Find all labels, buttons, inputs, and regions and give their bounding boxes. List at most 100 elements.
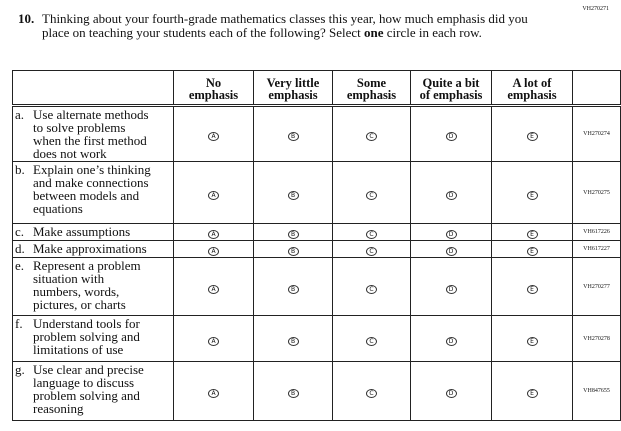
answer-bubble[interactable]: D (445, 389, 457, 398)
row-text-line: and make connections (33, 175, 149, 190)
response-table: No emphasis Very little emphasis Some emphasi… (12, 70, 621, 421)
row-text-line: numbers, words, (33, 284, 120, 299)
option-cell: E (491, 361, 573, 421)
answer-bubble[interactable]: C (366, 389, 377, 398)
row-label: e. Represent a problem situation with numbe… (12, 257, 174, 316)
row: f. Understand tools for problem solving an… (12, 315, 621, 362)
row-text-line: Make assumptions (33, 224, 131, 239)
row-text-line: problem solving and (33, 388, 140, 403)
row: b. Explain one’s thinking and make connect… (12, 161, 621, 224)
answer-bubble[interactable]: A (208, 190, 219, 200)
answer-bubble[interactable]: D (445, 132, 457, 141)
option-cell: B (253, 161, 333, 224)
answer-bubble[interactable]: E (526, 132, 538, 141)
option-cell: E (491, 315, 573, 362)
row-text-line: Use clear and precise (33, 362, 144, 377)
option-cell: C (332, 161, 411, 224)
row-text-line: Use alternate methods (33, 107, 149, 122)
row-id: VH270274 (572, 105, 621, 162)
answer-bubble[interactable]: D (445, 284, 457, 294)
answer-bubble[interactable]: C (366, 132, 377, 141)
answer-bubble[interactable]: E (526, 190, 538, 200)
row-letter: g. (15, 362, 25, 377)
row-label: d. Make approximations (12, 240, 174, 258)
option-cell: B (253, 105, 333, 162)
option-cell: A (173, 240, 254, 258)
answer-bubble[interactable]: D (445, 230, 457, 239)
answer-bubble[interactable]: A (208, 230, 219, 239)
row-text-line: when the first method (33, 133, 147, 148)
text: circle in each row. (383, 25, 482, 40)
option-cell: B (253, 361, 333, 421)
answer-bubble[interactable]: C (366, 190, 377, 200)
row-text-line: Understand tools for (33, 316, 140, 331)
option-cell: A (173, 161, 254, 224)
answer-bubble[interactable]: B (287, 389, 299, 398)
answer-bubble[interactable]: B (287, 190, 299, 200)
option-cell: A (173, 257, 254, 316)
row-letter: e. (15, 258, 25, 273)
header-line: Quite a bit (422, 76, 480, 90)
answer-bubble[interactable]: D (445, 336, 457, 346)
answer-bubble[interactable]: A (208, 247, 219, 256)
answer-bubble[interactable]: E (526, 247, 538, 256)
question-id: VH270271 (582, 6, 609, 12)
option-cell: D (410, 240, 492, 258)
answer-bubble[interactable]: A (208, 132, 219, 141)
answer-bubble[interactable]: C (366, 230, 377, 239)
column-header: Quite a bit of emphasis (410, 70, 492, 106)
row-letter: c. (15, 224, 25, 239)
option-cell: C (332, 240, 411, 258)
answer-bubble[interactable]: C (366, 284, 377, 294)
row-id: VH617227 (572, 240, 621, 258)
option-cell: A (173, 361, 254, 421)
row-text-line: Explain one’s thinking (33, 162, 151, 177)
header-line: emphasis (268, 88, 318, 102)
header-line: No (205, 76, 222, 90)
answer-bubble[interactable]: B (287, 230, 299, 239)
answer-bubble[interactable]: D (445, 247, 457, 256)
row-letter: b. (15, 162, 25, 177)
row-text-line: limitations of use (33, 342, 124, 357)
option-cell: E (491, 105, 573, 162)
row: c. Make assumptions A B C D E VH617226 (12, 223, 621, 241)
row-text-line: Represent a problem (33, 258, 141, 273)
row-text: Make approximations (33, 242, 147, 255)
header-blank (572, 70, 621, 106)
row-text-line: equations (33, 201, 83, 216)
option-cell: C (332, 105, 411, 162)
row-text-line: situation with (33, 271, 105, 286)
row-text-line: does not work (33, 146, 107, 161)
row-label: b. Explain one’s thinking and make connect… (12, 161, 174, 224)
column-header: Very little emphasis (253, 70, 333, 106)
row-text-line: problem solving and (33, 329, 140, 344)
row: a. Use alternate methods to solve problems… (12, 105, 621, 162)
row-id: VH847655 (572, 361, 621, 421)
answer-bubble[interactable]: E (526, 230, 538, 239)
row-text: Understand tools for problem solving and l… (33, 317, 140, 356)
answer-bubble[interactable]: D (445, 190, 457, 200)
column-header: Some emphasis (332, 70, 411, 106)
option-cell: E (491, 240, 573, 258)
option-cell: A (173, 105, 254, 162)
row-text: Represent a problem situation with numbers… (33, 259, 141, 311)
option-cell: D (410, 223, 492, 241)
answer-bubble[interactable]: C (366, 336, 377, 346)
answer-bubble[interactable]: B (287, 284, 299, 294)
answer-bubble[interactable]: A (208, 336, 219, 346)
row-label: g. Use clear and precise language to discu… (12, 361, 174, 421)
option-cell: E (491, 257, 573, 316)
answer-bubble[interactable]: A (208, 284, 219, 294)
option-cell: D (410, 315, 492, 362)
option-cell: C (332, 315, 411, 362)
row-label: c. Make assumptions (12, 223, 174, 241)
answer-bubble[interactable]: A (208, 389, 219, 398)
answer-bubble[interactable]: E (526, 389, 538, 398)
answer-bubble[interactable]: C (366, 247, 377, 256)
answer-bubble[interactable]: B (287, 336, 299, 346)
answer-bubble[interactable]: B (287, 247, 299, 256)
answer-bubble[interactable]: E (526, 336, 538, 346)
answer-bubble[interactable]: E (526, 284, 538, 294)
answer-bubble[interactable]: B (287, 132, 299, 141)
